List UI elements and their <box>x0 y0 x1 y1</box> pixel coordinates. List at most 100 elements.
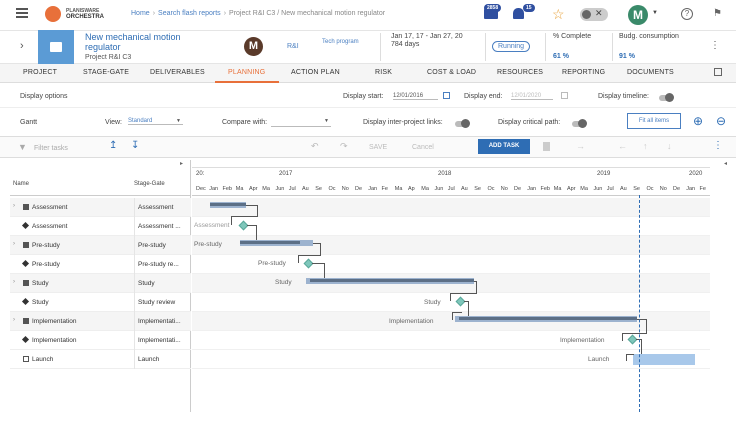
month-label: Se <box>633 186 640 192</box>
column-header-stage[interactable]: Stage-Gate <box>134 181 165 187</box>
breadcrumb-home[interactable]: Home <box>131 10 150 17</box>
year-label: 2017 <box>279 171 293 177</box>
display-start-input[interactable]: 12/01/2016 <box>393 93 438 100</box>
month-label: No <box>659 186 667 192</box>
fullscreen-icon[interactable] <box>714 68 722 76</box>
tab-deliverables[interactable]: DELIVERABLES <box>150 69 205 76</box>
toggle-icon[interactable]: ✕ <box>580 8 608 21</box>
more-vertical-icon[interactable]: ⋮ <box>710 40 720 51</box>
tab-risk[interactable]: RISK <box>375 69 393 76</box>
active-tab-indicator <box>215 81 279 83</box>
logo-text: PLANISWARE ORCHESTRA <box>66 8 105 20</box>
view-select[interactable]: Standard ▼ <box>128 118 183 125</box>
filter-icon[interactable]: ▼ <box>18 142 27 152</box>
table-row[interactable]: Implementation Implementati... <box>10 331 191 350</box>
dependency-link <box>247 225 257 240</box>
status-badge: Running <box>492 41 531 52</box>
budget-label: Budg. consumption <box>619 33 679 40</box>
project-subtitle: Project R&I C3 <box>85 54 132 61</box>
envelope-icon[interactable] <box>484 9 498 19</box>
table-row[interactable]: Assessment Assessment ... <box>10 217 191 236</box>
tab-project[interactable]: PROJECT <box>23 69 58 76</box>
gantt-bar-launch[interactable] <box>633 354 695 365</box>
dependency-link <box>452 312 462 320</box>
calendar-icon[interactable] <box>561 92 568 99</box>
complete-value: 61 % <box>553 53 569 60</box>
arrow-up-icon[interactable]: ↑ <box>643 141 648 151</box>
project-title[interactable]: New mechanical motion regulator <box>85 32 181 52</box>
month-label: Apr <box>567 186 576 192</box>
month-label: Ma <box>235 186 244 192</box>
tab-bar <box>0 64 736 83</box>
dependency-link <box>313 243 321 255</box>
flag-icon[interactable]: ⚑ <box>713 8 722 19</box>
program-link[interactable]: Tech program <box>322 39 359 45</box>
chevron-down-icon[interactable]: ▼ <box>652 10 658 16</box>
project-header <box>0 30 736 64</box>
tab-cost-load[interactable]: COST & LOAD <box>427 69 477 76</box>
dependency-link <box>450 293 477 301</box>
budget-value: 91 % <box>619 53 635 60</box>
add-task-button[interactable]: ADD TASK <box>478 139 530 154</box>
month-label: De <box>673 186 681 192</box>
arrow-up-icon[interactable]: ↥ <box>109 140 118 151</box>
table-row[interactable]: Study Study review <box>10 293 191 312</box>
redo-icon[interactable]: ↷ <box>340 141 348 151</box>
month-label: Fe <box>699 186 706 192</box>
tab-stage-gate[interactable]: STAGE-GATE <box>83 69 130 76</box>
collapse-icon[interactable]: ◂ <box>724 161 728 167</box>
display-timeline-toggle[interactable] <box>659 93 674 102</box>
division-link[interactable]: R&I <box>287 43 299 50</box>
hamburger-icon[interactable] <box>16 8 28 18</box>
user-avatar[interactable]: M <box>628 5 648 25</box>
compare-select[interactable]: ▼ <box>271 118 331 127</box>
trash-icon[interactable] <box>543 142 550 151</box>
breadcrumb-search[interactable]: Search flash reports <box>158 10 221 17</box>
breadcrumb: Home › Search flash reports › Project R&I C3… <box>131 10 386 17</box>
calendar-icon[interactable] <box>443 92 450 99</box>
complete-label: % Complete <box>553 33 592 40</box>
arrow-down-icon[interactable]: ↧ <box>131 140 140 151</box>
filter-tasks-input[interactable]: Filter tasks <box>34 145 68 152</box>
inter-project-toggle[interactable] <box>455 119 470 128</box>
help-icon[interactable]: ? <box>681 8 693 20</box>
table-row[interactable]: › Pre-study Pre-study <box>10 236 191 255</box>
zoom-out-icon[interactable]: ⊖ <box>716 114 727 128</box>
month-label: Oc <box>487 186 495 192</box>
cancel-button[interactable]: Cancel <box>412 144 434 151</box>
gantt-row <box>192 255 710 274</box>
table-row[interactable]: › Study Study <box>10 274 191 293</box>
arrow-left-icon[interactable]: ← <box>618 141 627 151</box>
display-end-input[interactable]: 12/01/2020 <box>511 93 553 100</box>
save-button[interactable]: SAVE <box>369 144 388 151</box>
tab-resources[interactable]: RESOURCES <box>497 69 544 76</box>
tab-planning[interactable]: PLANNING <box>228 69 266 76</box>
bell-icon[interactable] <box>513 8 524 19</box>
month-label: Au <box>302 186 309 192</box>
star-icon[interactable]: ☆ <box>552 6 565 22</box>
collapse-icon[interactable]: ▸ <box>180 161 184 167</box>
tab-documents[interactable]: DOCUMENTS <box>627 69 674 76</box>
critical-path-toggle[interactable] <box>572 119 587 128</box>
tab-action-plan[interactable]: ACTION PLAN <box>291 69 340 76</box>
gantt-label: Implementation <box>560 337 605 344</box>
column-header-name[interactable]: Name <box>13 181 30 187</box>
table-row[interactable]: Launch Launch <box>10 350 191 369</box>
more-vertical-icon[interactable]: ⋮ <box>713 140 723 151</box>
arrow-down-icon[interactable]: ↓ <box>667 141 672 151</box>
month-label: Jan <box>209 186 219 192</box>
table-row[interactable]: Pre-study Pre-study re... <box>10 255 191 274</box>
milestone-icon <box>21 297 30 306</box>
tab-reporting[interactable]: REPORTING <box>562 69 606 76</box>
dependency-link <box>231 216 258 225</box>
fit-all-button[interactable]: Fit all items <box>627 113 681 129</box>
gantt-label: Gantt <box>20 119 38 126</box>
owner-avatar: M <box>244 37 263 56</box>
zoom-in-icon[interactable]: ⊕ <box>693 114 704 128</box>
table-row[interactable]: › Implementation Implementati... <box>10 312 191 331</box>
table-row[interactable]: › Assessment Assessment <box>10 198 191 217</box>
arrow-right-icon[interactable]: → <box>576 141 585 151</box>
chevron-right-icon[interactable]: › <box>20 40 24 52</box>
view-label: View: <box>105 119 122 126</box>
undo-icon[interactable]: ↶ <box>311 141 319 151</box>
